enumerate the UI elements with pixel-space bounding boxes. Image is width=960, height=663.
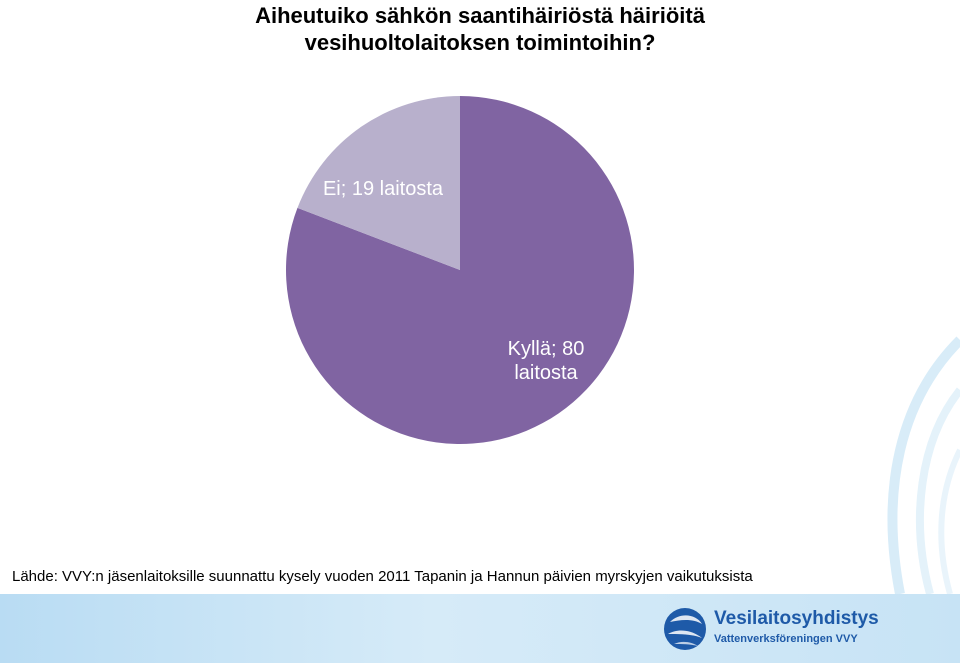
decorative-wave-lines xyxy=(840,320,960,594)
pie-slice-ei xyxy=(297,96,460,270)
chart-title-line-2: vesihuoltolaitoksen toimintoihin? xyxy=(304,30,656,55)
logo-subtitle: Vattenverksföreningen VVY xyxy=(714,633,858,645)
chart-title: Aiheutuiko sähkön saantihäiriöstä häiriö… xyxy=(0,2,960,56)
logo-name: Vesilaitosyhdistys xyxy=(714,608,879,629)
chart-title-line-1: Aiheutuiko sähkön saantihäiriöstä häiriö… xyxy=(255,3,705,28)
pie-data-label-kyll-: Kyllä; 80 laitosta xyxy=(508,338,585,384)
organization-logo: Vesilaitosyhdistys Vattenverksföreningen… xyxy=(660,602,910,656)
source-note: Lähde: VVY:n jäsenlaitoksille suunnattu … xyxy=(12,568,753,585)
water-drop-logo-icon xyxy=(664,608,706,650)
pie-data-label-ei: Ei; 19 laitosta xyxy=(323,178,444,200)
pie-chart: Kyllä; 80 laitosta Ei; 19 laitosta xyxy=(286,96,634,445)
footer-band xyxy=(0,594,960,663)
